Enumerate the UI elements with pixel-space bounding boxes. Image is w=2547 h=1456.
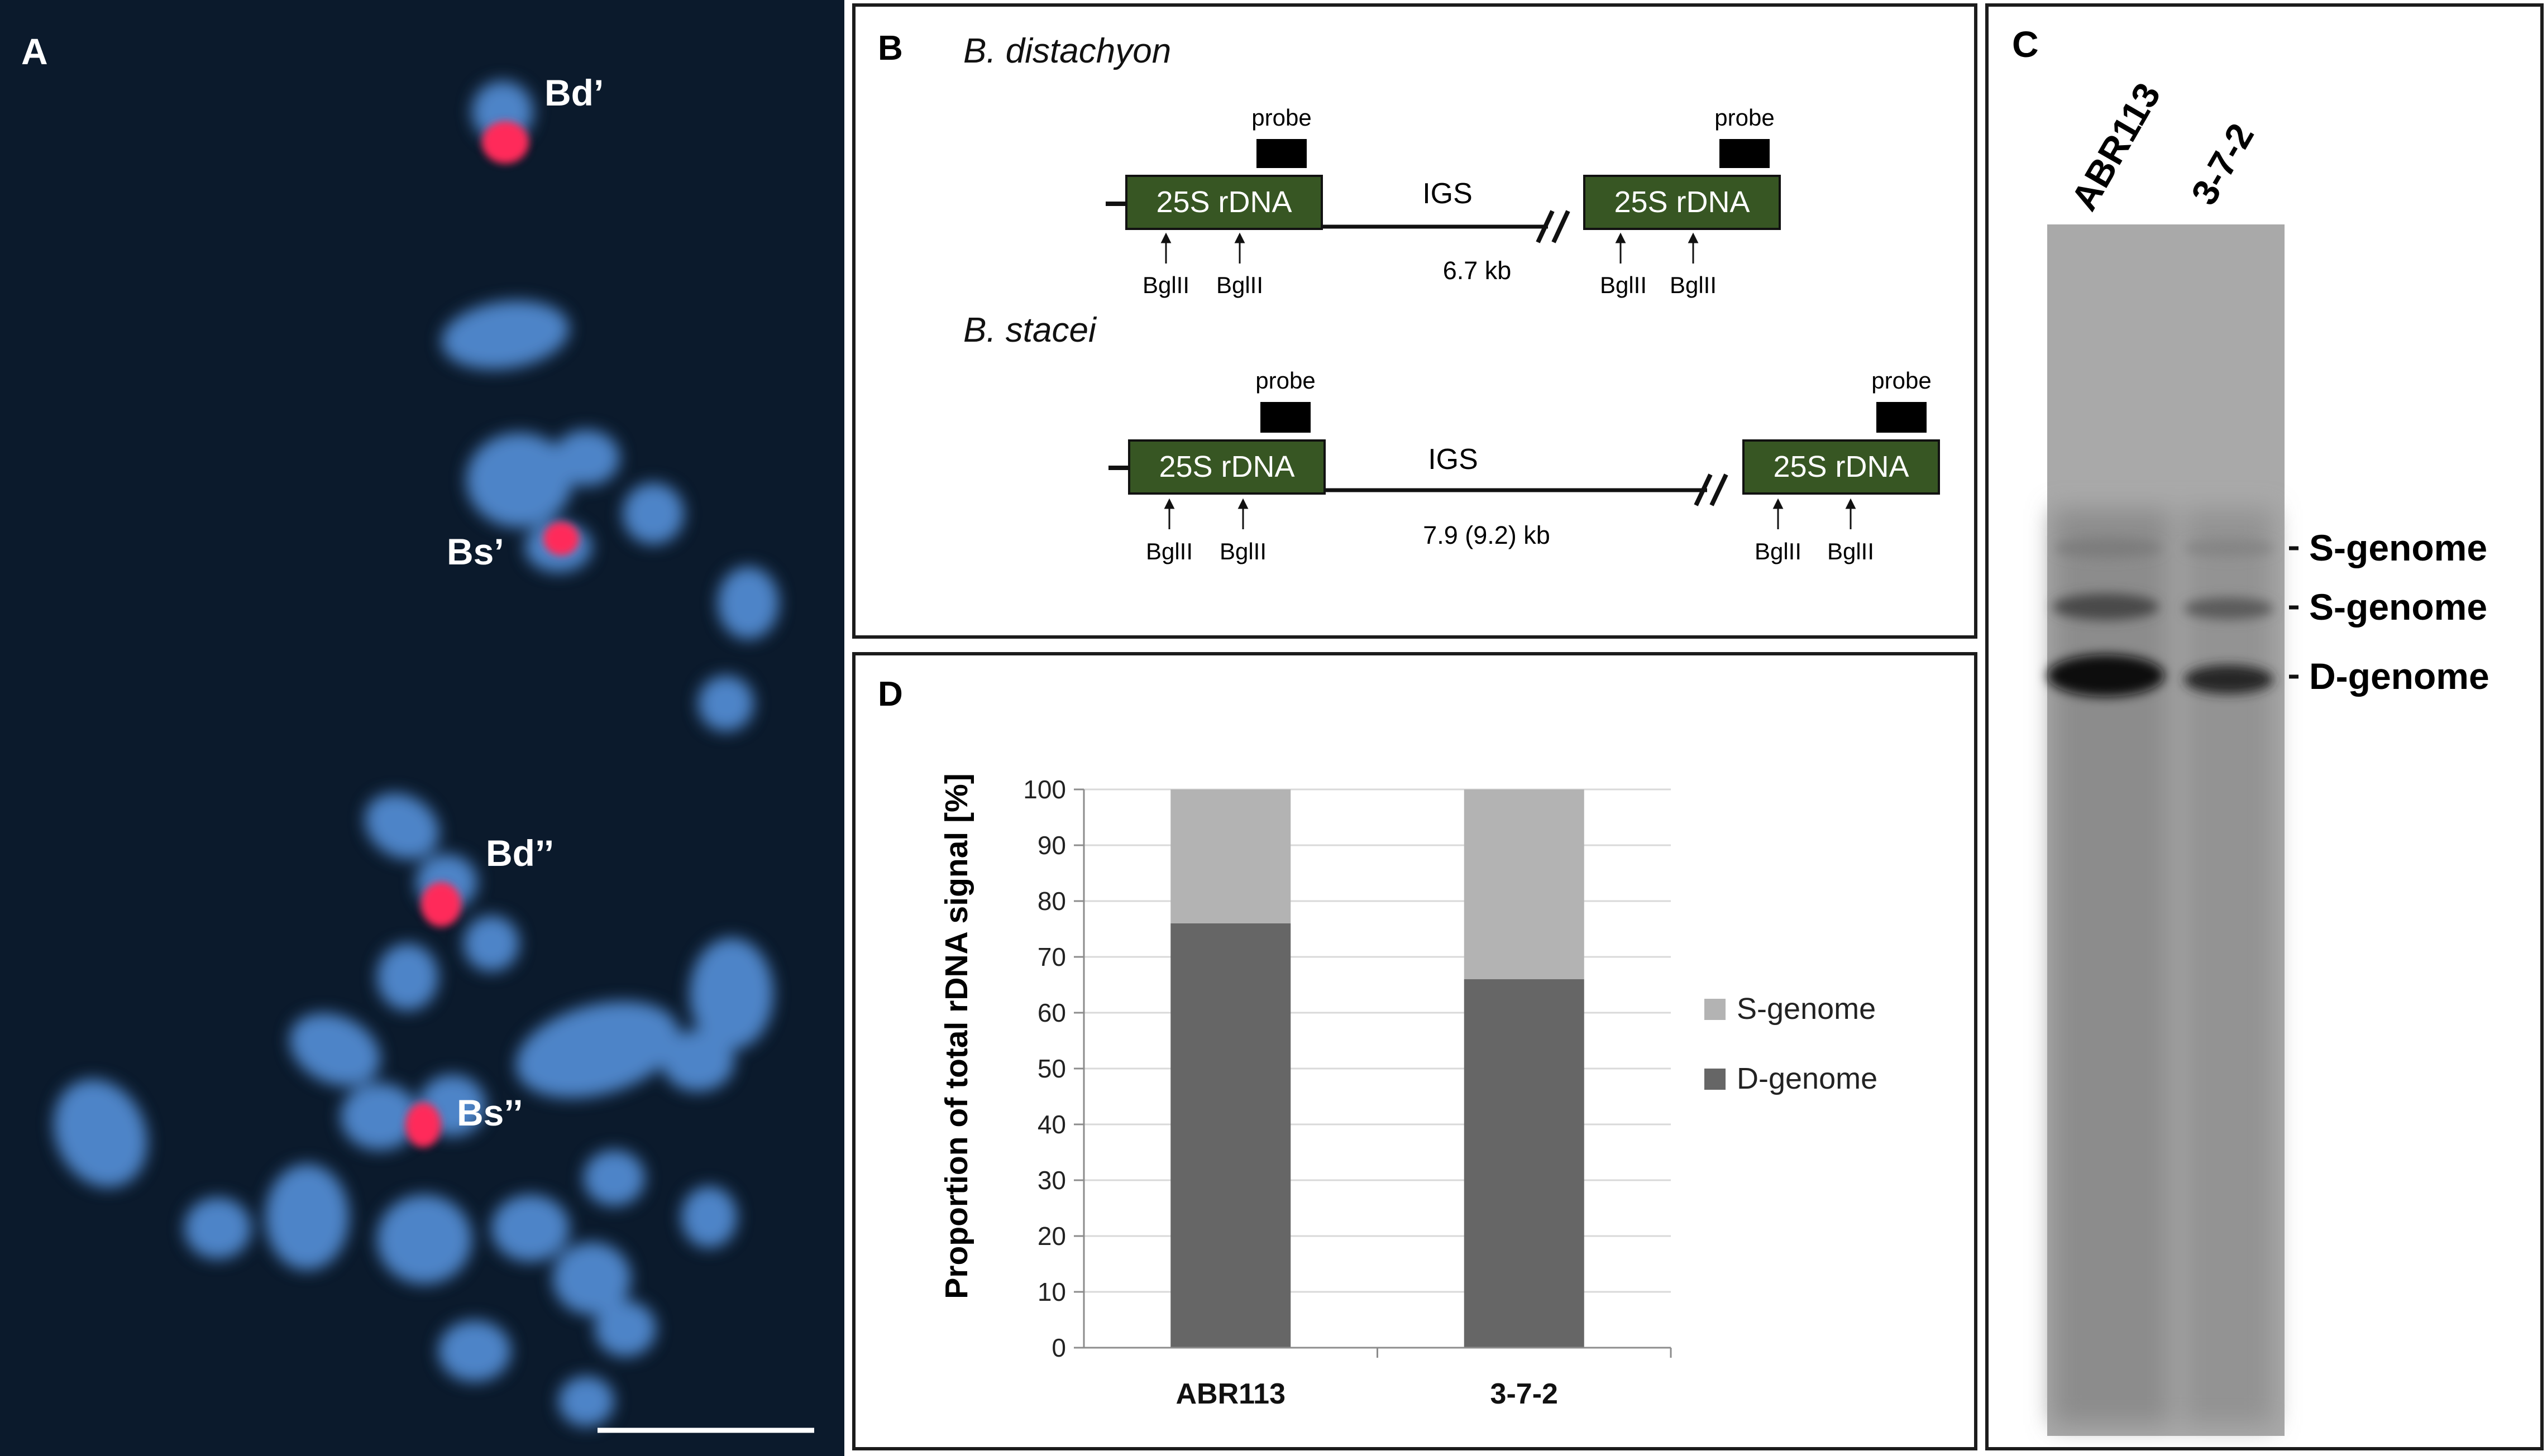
y-tick-label: 20 (1038, 1222, 1066, 1251)
band-label: D-genome (2309, 655, 2489, 697)
micrograph-image (0, 0, 844, 1456)
igs-label: IGS (1422, 178, 1473, 210)
band-label: S-genome (2309, 586, 2487, 628)
probe-label: probe (1255, 367, 1315, 394)
break-mark (1536, 210, 1555, 243)
bars (1170, 789, 1584, 1348)
y-tick-label: 0 (1052, 1333, 1066, 1362)
lane-smears (2053, 509, 2273, 1425)
y-tick-label: 10 (1038, 1277, 1066, 1306)
signal-label-bd1: Bd’ (544, 72, 604, 113)
legend-swatch (1704, 1069, 1726, 1090)
blot-bands (2047, 538, 2273, 697)
probe-label: probe (1714, 104, 1774, 131)
lane-label: ABR113 (2063, 76, 2168, 217)
rdna-signals (405, 121, 579, 1147)
igs-label: IGS (1428, 443, 1478, 476)
gene-label-25s: 25S rDNA (1614, 185, 1750, 219)
panel-label-c: C (2012, 23, 2039, 65)
gene-label-25s: 25S rDNA (1159, 450, 1294, 483)
signal-label-bs2: Bs’’ (457, 1092, 523, 1133)
probe-label: probe (1251, 104, 1311, 131)
legend-label: S-genome (1737, 992, 1876, 1026)
bar-d-genome-abr113 (1170, 923, 1291, 1348)
band-label: S-genome (2309, 527, 2487, 568)
y-tick-label: 30 (1038, 1166, 1066, 1195)
legend-swatch (1704, 999, 1726, 1020)
bglii-site-label: BglII (1216, 272, 1263, 298)
gene-box-25s (1125, 175, 1323, 230)
bglii-site-label: BglII (1755, 538, 1801, 564)
x-category-label: 3-7-2 (1490, 1378, 1558, 1410)
axes: 0 10 20 30 40 50 60 70 80 90 100 ABR113 3-7-2 (1023, 775, 1672, 1410)
fish-micrograph-panel: A Bd’ Bs’ Bd’’ Bs’’ (0, 0, 844, 1456)
gene-map-diagram: B B. distachyon 25S rDNA probe IGS 6.7 k… (878, 29, 1940, 564)
break-mark (1709, 473, 1728, 506)
bglii-site-arrows (1164, 498, 1856, 529)
break-mark (1694, 473, 1713, 506)
y-tick-label: 50 (1038, 1054, 1066, 1083)
legend: S-genome D-genome (1704, 992, 1877, 1095)
gene-map-panel: B B. distachyon 25S rDNA probe IGS 6.7 k… (852, 3, 1977, 639)
southern-blot-panel: C ABR113 3-7-2 S-genome S-genome D-genom… (1985, 3, 2544, 1450)
gene-label-25s: 25S rDNA (1773, 450, 1909, 483)
bglii-site-label: BglII (1827, 538, 1874, 564)
break-mark (1551, 210, 1570, 243)
panel-label-b: B (878, 29, 903, 68)
probe-bar (1719, 139, 1770, 168)
bglii-site-label: BglII (1670, 272, 1717, 298)
stacked-bar-chart: D Proportion of total rDNA signal [%] 0 1… (878, 675, 1877, 1410)
gene-box-25s (1128, 439, 1326, 495)
y-tick-label: 40 (1038, 1110, 1066, 1139)
gene-label-25s: 25S rDNA (1156, 185, 1292, 219)
y-tick-label: 90 (1038, 831, 1066, 860)
species-stacei: B. stacei (963, 311, 1097, 349)
igs-size: 7.9 (9.2) kb (1423, 521, 1550, 549)
bar-s-genome-3-7-2 (1464, 789, 1584, 979)
panel-label-d: D (878, 675, 903, 713)
y-axis-title: Proportion of total rDNA signal [%] (939, 773, 974, 1299)
x-category-label: ABR113 (1175, 1378, 1286, 1410)
blot-figure: C ABR113 3-7-2 S-genome S-genome D-genom… (2012, 23, 2489, 1436)
signal-label-bs1: Bs’ (447, 531, 504, 572)
legend-label: D-genome (1737, 1062, 1877, 1095)
probe-label: probe (1871, 367, 1931, 394)
bglii-site-arrows (1160, 232, 1699, 264)
chromosomes (54, 81, 779, 1426)
bar-s-genome-abr113 (1170, 789, 1291, 923)
y-tick-label: 80 (1038, 887, 1066, 916)
lane-label: 3-7-2 (2183, 117, 2262, 212)
gene-box-25s (1742, 439, 1940, 495)
probe-bar (1260, 402, 1311, 433)
chart-panel: D Proportion of total rDNA signal [%] 0 1… (852, 652, 1977, 1450)
igs-size: 6.7 kb (1443, 256, 1512, 285)
y-tick-label: 60 (1038, 998, 1066, 1027)
bglii-site-label: BglII (1220, 538, 1267, 564)
signal-label-bd2: Bd’’ (486, 832, 555, 874)
probe-bar (1256, 139, 1307, 168)
bglii-site-label: BglII (1143, 272, 1189, 298)
y-tick-label: 70 (1038, 942, 1066, 971)
panel-label-a: A (21, 31, 48, 72)
bglii-site-label: BglII (1600, 272, 1647, 298)
probe-bar (1876, 402, 1927, 433)
bar-d-genome-3-7-2 (1464, 979, 1584, 1348)
gene-box-25s (1583, 175, 1781, 230)
species-distachyon: B. distachyon (963, 32, 1171, 70)
y-tick-label: 100 (1023, 775, 1066, 804)
bglii-site-label: BglII (1146, 538, 1193, 564)
